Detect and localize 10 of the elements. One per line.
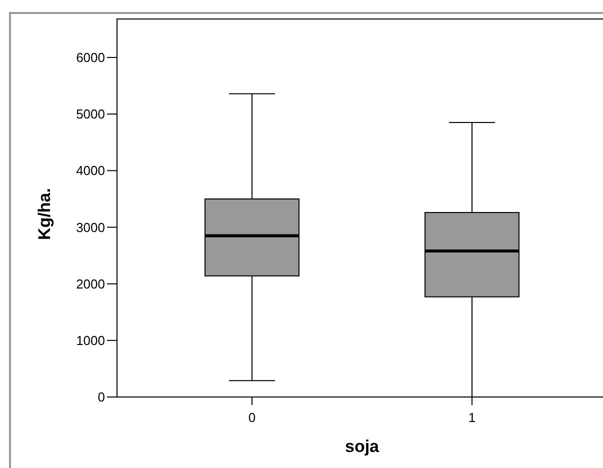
y-tick-label: 4000 bbox=[76, 163, 105, 178]
y-tick-label: 5000 bbox=[76, 106, 105, 122]
y-tick-label: 0 bbox=[98, 390, 105, 405]
y-tick-label: 6000 bbox=[76, 50, 105, 66]
y-axis-title: Kg/ha. bbox=[35, 188, 54, 240]
y-tick-label: 2000 bbox=[76, 276, 105, 292]
x-tick-label: 1 bbox=[468, 410, 476, 425]
x-axis-title: soja bbox=[344, 437, 380, 456]
y-tick-label: 3000 bbox=[76, 220, 105, 235]
y-tick-label: 1000 bbox=[76, 332, 105, 348]
